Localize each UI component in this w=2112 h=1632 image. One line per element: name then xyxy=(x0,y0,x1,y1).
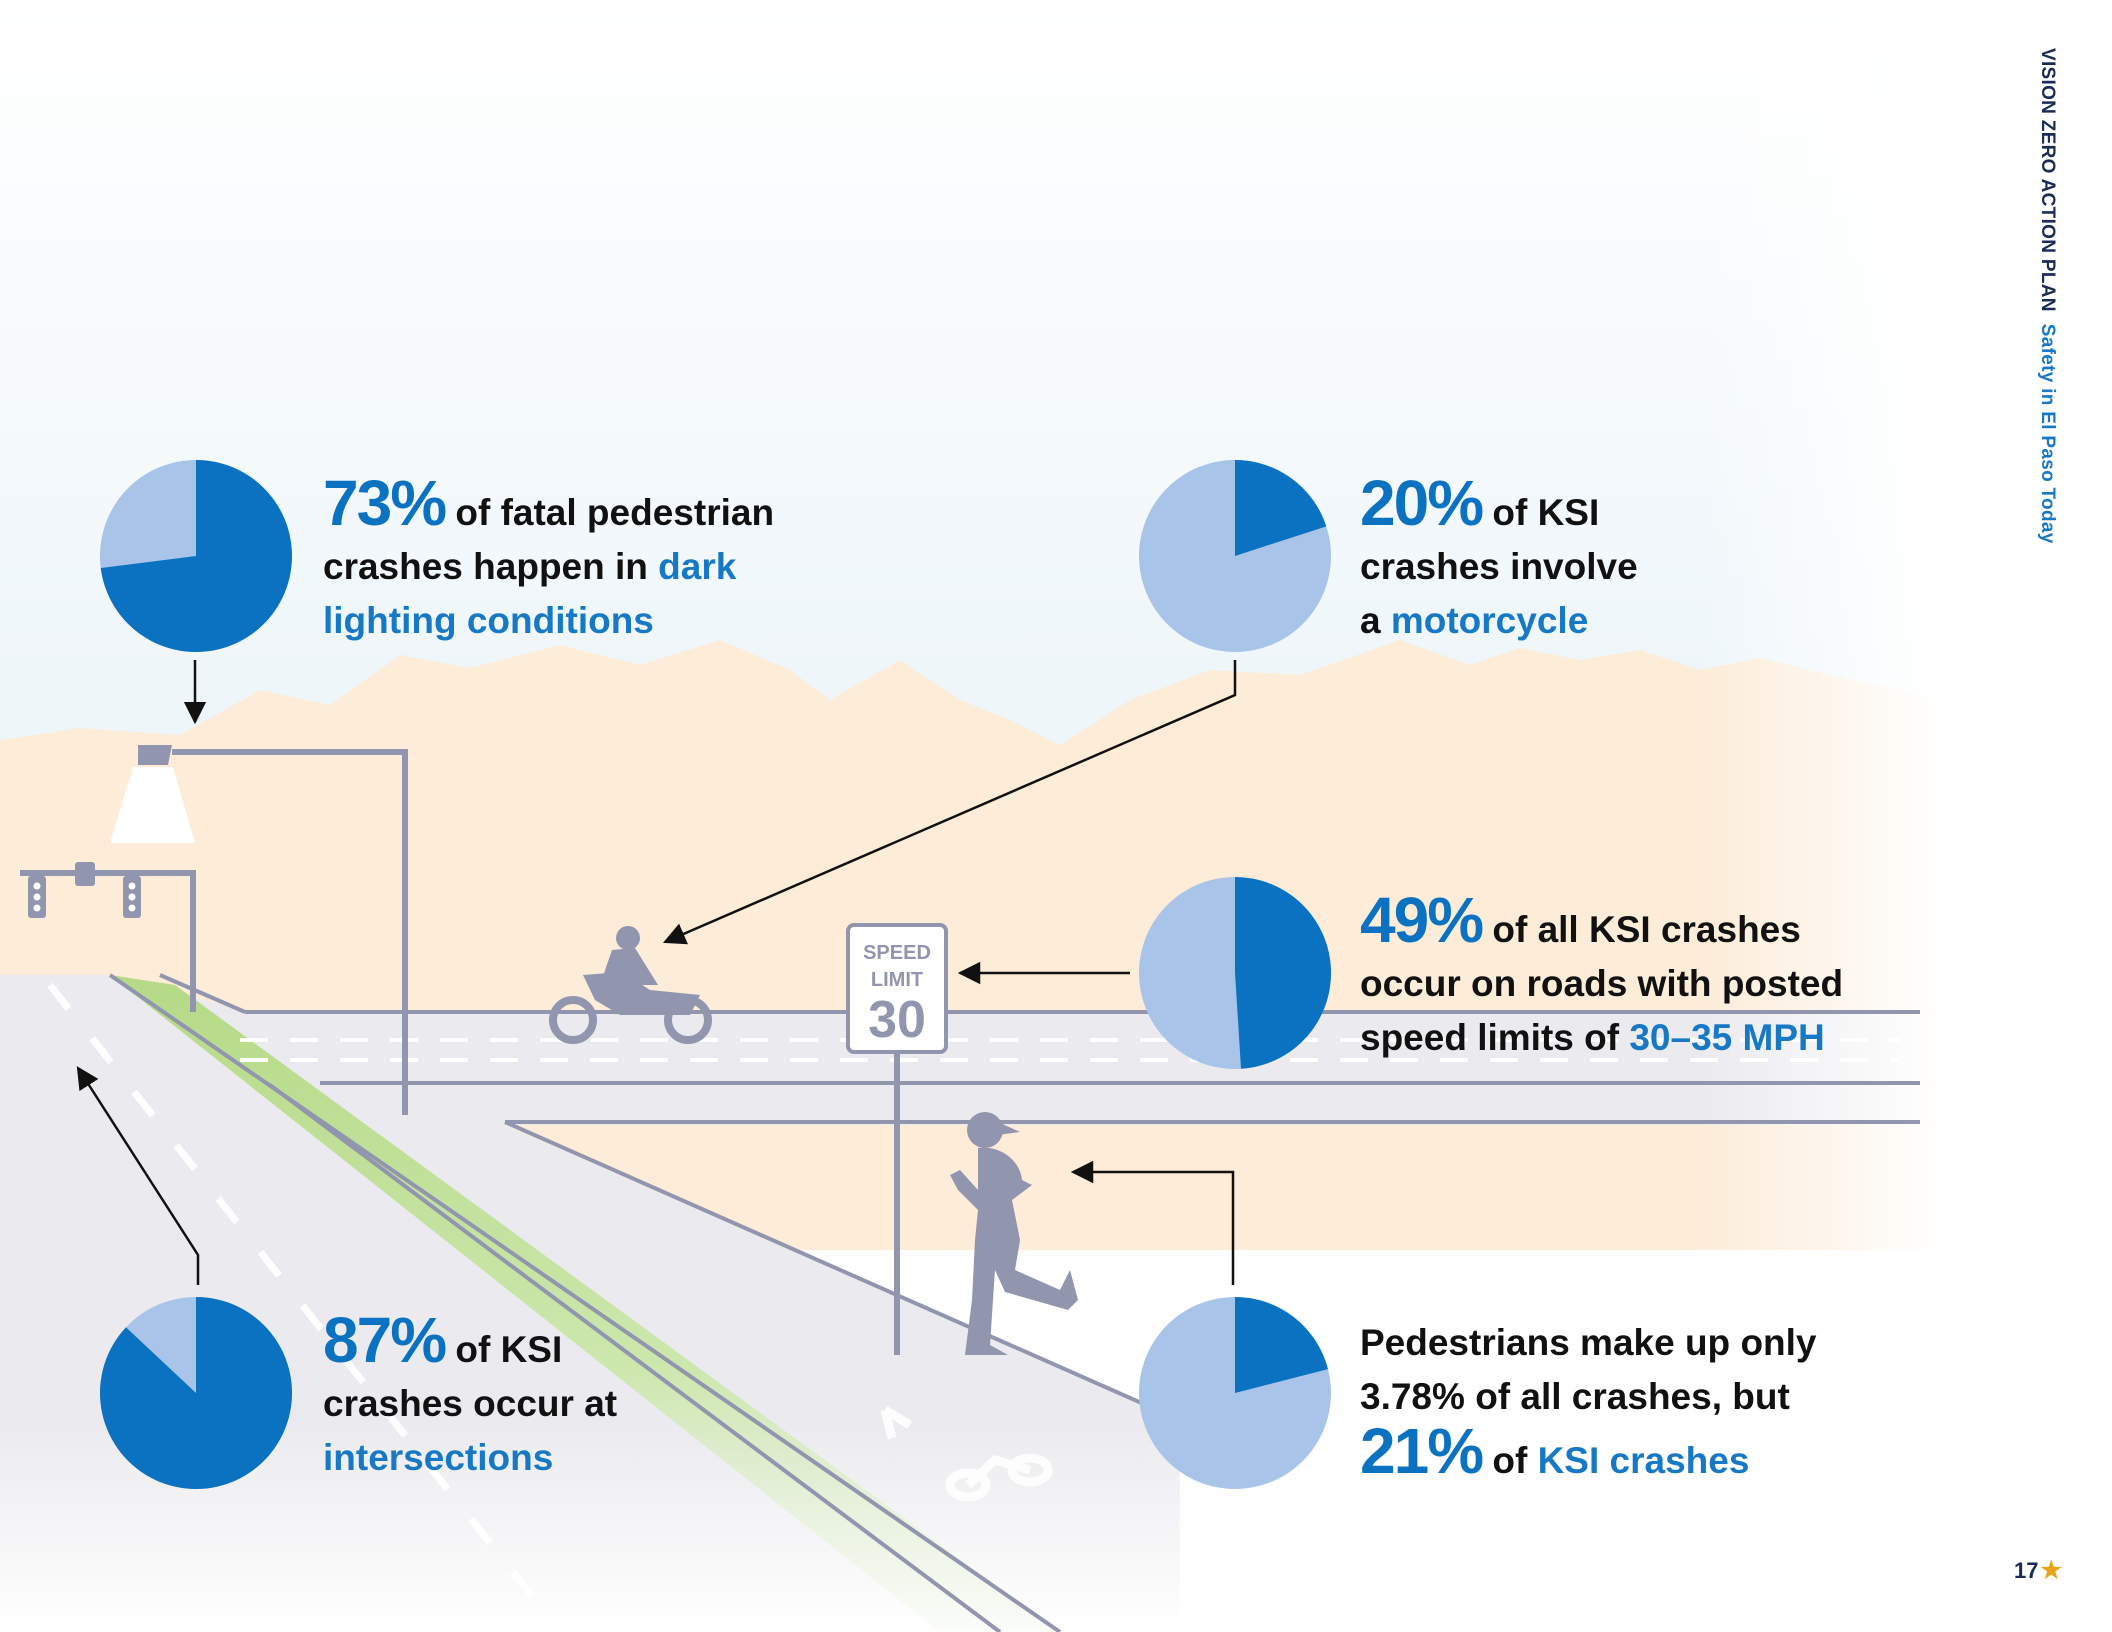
arrow-ped-to-runner xyxy=(1070,1160,1235,1285)
stat-highlight: lighting conditions xyxy=(323,600,654,641)
stat-text: of xyxy=(1492,1440,1538,1481)
stat-text: crashes occur at xyxy=(323,1383,618,1424)
pie-dark-lighting xyxy=(100,460,292,652)
stat-text: of KSI xyxy=(1492,492,1600,533)
stat-text: crashes happen in xyxy=(323,546,659,587)
pie-pedestrians xyxy=(1139,1297,1331,1489)
street-lamp xyxy=(110,745,408,1115)
sign-speed-text: SPEED xyxy=(863,942,931,964)
page-number: 17★ xyxy=(2014,1556,2062,1585)
stat-highlight: intersections xyxy=(323,1437,554,1478)
pie-value-slice xyxy=(1235,877,1331,1069)
stat-percent: 21% xyxy=(1360,1415,1484,1487)
arrow-inter-to-intersection xyxy=(76,1066,200,1285)
stat-dark-lighting: 73% of fatal pedestrian crashes happen i… xyxy=(323,471,775,648)
pie-value-slice xyxy=(100,460,292,652)
center-dashes xyxy=(47,982,563,1632)
motorcycle-icon xyxy=(549,926,712,1044)
section-title: Safety in El Paso Today xyxy=(2037,323,2058,544)
star-icon: ★ xyxy=(2040,1557,2062,1584)
pedestrian-runner-icon xyxy=(950,1112,1078,1355)
running-header: VISION ZERO ACTION PLAN Safety in El Paso… xyxy=(2036,48,2058,544)
speed-limit-sign: SPEED LIMIT 30 xyxy=(846,923,948,1355)
stat-highlight: dark xyxy=(658,546,737,587)
stat-percent: 87% xyxy=(323,1304,447,1376)
pie-speed-limit xyxy=(1139,877,1331,1069)
sign-value-text: 30 xyxy=(868,991,926,1049)
pie-motorcycle xyxy=(1139,460,1331,652)
page-number-text: 17 xyxy=(2014,1558,2039,1583)
stat-text: of fatal pedestrian xyxy=(455,492,775,533)
traffic-signal xyxy=(20,862,196,1012)
stat-text: occur on roads with posted xyxy=(1360,963,1844,1004)
stat-text: Pedestrians make up only xyxy=(1360,1322,1817,1363)
stat-text: of KSI xyxy=(455,1329,563,1370)
stat-percent: 20% xyxy=(1360,467,1484,539)
stat-highlight: KSI crashes xyxy=(1537,1440,1750,1481)
stat-text: of all KSI crashes xyxy=(1492,909,1801,950)
stat-percent: 73% xyxy=(323,467,447,539)
stat-motorcycle: 20% of KSI crashes involve a motorcycle xyxy=(1360,471,1638,648)
stat-highlight: 30–35 MPH xyxy=(1629,1017,1825,1058)
stat-speed-limit: 49% of all KSI crashes occur on roads wi… xyxy=(1360,888,1844,1065)
arrow-moto-to-motorcycle xyxy=(662,660,1237,945)
document-title: VISION ZERO ACTION PLAN xyxy=(2037,48,2058,312)
pie-intersections xyxy=(99,1297,292,1489)
stat-text: speed limits of xyxy=(1360,1017,1630,1058)
stat-highlight: motorcycle xyxy=(1390,600,1589,641)
pie-value-slice xyxy=(1235,460,1327,556)
stat-text: crashes involve xyxy=(1360,546,1638,587)
sign-limit-text: LIMIT xyxy=(871,969,923,991)
stat-text: a xyxy=(1360,600,1391,641)
pie-value-slice xyxy=(1235,1297,1328,1393)
stat-intersections: 87% of KSI crashes occur at intersection… xyxy=(323,1308,618,1485)
pie-value-slice xyxy=(99,1297,292,1489)
road-lines xyxy=(108,973,1920,1632)
stat-pedestrians: Pedestrians make up only 3.78% of all cr… xyxy=(1360,1316,1817,1488)
stat-text: 3.78% of all crashes, but xyxy=(1360,1376,1790,1417)
bike-lane-symbol xyxy=(880,1406,1053,1502)
stat-percent: 49% xyxy=(1360,884,1484,956)
